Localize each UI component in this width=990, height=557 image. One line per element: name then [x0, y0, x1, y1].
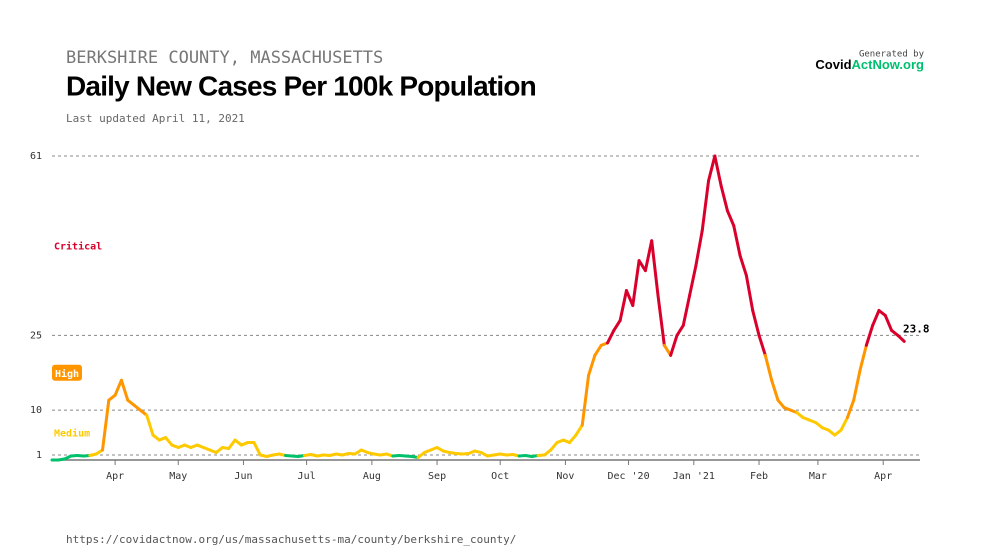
x-tick-label: Dec '20	[607, 471, 649, 482]
x-tick-label: Aug	[363, 471, 381, 482]
line-segment	[776, 398, 786, 410]
line-segment	[574, 423, 584, 437]
x-tick-label: Feb	[750, 471, 768, 482]
line-segment	[252, 441, 262, 457]
line-segment	[864, 323, 875, 347]
subtitle: Last updated April 11, 2021	[66, 112, 245, 125]
chart-title: Daily New Cases Per 100k Population	[66, 70, 536, 101]
level-badge	[52, 364, 82, 381]
line-segment	[656, 294, 666, 347]
line-segment	[744, 274, 755, 312]
line-segment	[650, 239, 660, 298]
line-segment	[618, 289, 628, 322]
line-segment	[612, 318, 622, 332]
line-segment	[738, 254, 748, 278]
x-tick-label: Jun	[234, 471, 252, 482]
line-segment	[770, 378, 780, 402]
line-segment	[606, 328, 616, 345]
line-segment	[549, 441, 559, 452]
line-segment	[227, 438, 237, 451]
last-value-label: 23.8	[903, 322, 930, 335]
line-segment	[631, 259, 641, 308]
x-tick-label: Sep	[428, 471, 446, 482]
line-segment	[164, 436, 174, 447]
line-segment	[587, 353, 597, 377]
level-label: High	[55, 368, 79, 380]
line-segment	[101, 398, 111, 452]
level-label: Medium	[54, 428, 90, 440]
y-tick-label: 25	[30, 330, 42, 341]
line-segment	[662, 343, 673, 357]
brand: CovidActNow.org	[815, 57, 924, 72]
x-tick-label: Apr	[874, 471, 892, 482]
brand-part: Covid	[815, 57, 851, 72]
line-segment	[858, 343, 868, 372]
line-segment	[839, 416, 849, 432]
source: https://covidactnow.org/us/massachusetts…	[66, 533, 516, 546]
line-segment	[751, 308, 761, 337]
line-segment	[694, 229, 704, 268]
line-segment	[713, 154, 723, 188]
line-segment	[669, 333, 679, 357]
line-segment	[675, 323, 685, 337]
line-segment	[119, 378, 130, 402]
line-segment	[568, 433, 578, 445]
line-segment	[719, 184, 729, 213]
line-segment	[700, 179, 711, 233]
line-segment	[145, 413, 155, 437]
line-segment	[580, 373, 591, 427]
line-segment	[896, 333, 906, 343]
region: BERKSHIRE COUNTY, MASSACHUSETTS	[66, 48, 383, 68]
line-segment	[763, 353, 774, 382]
y-tick-label: 61	[30, 151, 42, 162]
x-tick-label: Nov	[556, 471, 574, 482]
line-segment	[845, 398, 856, 420]
credit-prefix: Generated by	[859, 50, 925, 60]
line-segment	[871, 308, 881, 327]
line-series	[50, 154, 906, 462]
line-segment	[883, 313, 894, 332]
line-segment	[732, 224, 742, 258]
x-tick-label: Jul	[298, 471, 316, 482]
line-segment	[593, 343, 603, 357]
line-segment	[725, 209, 736, 228]
x-tick-label: May	[169, 471, 187, 482]
line-segment	[113, 378, 123, 397]
x-tick-label: Mar	[809, 471, 827, 482]
level-label: Critical	[54, 241, 102, 253]
x-tick-label: Apr	[106, 471, 124, 482]
x-tick-label: Jan '21	[673, 471, 715, 482]
line-segment	[852, 368, 862, 402]
x-tick-label: Oct	[491, 471, 509, 482]
line-segment	[707, 154, 717, 183]
line-segment	[757, 333, 767, 357]
y-tick-label: 1	[36, 450, 42, 461]
y-tick-label: 10	[30, 405, 42, 416]
line-segment	[681, 294, 692, 327]
line-segment	[688, 264, 698, 298]
line-segment	[643, 239, 654, 273]
brand-part: ActNow.org	[852, 57, 925, 72]
